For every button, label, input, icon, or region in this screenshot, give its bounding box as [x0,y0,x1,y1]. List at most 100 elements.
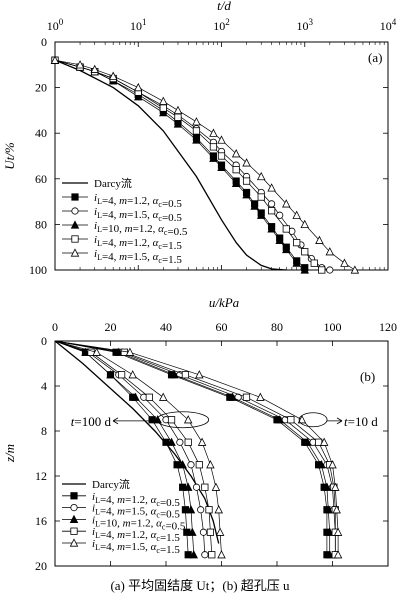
panel-b-data-point [324,505,333,514]
panel-a-data-point [326,266,334,274]
panel-b-data-point [208,551,216,559]
panel-a-data-point [209,128,218,137]
panel-b-data-point [199,528,208,536]
panel-a-data-point [325,247,335,256]
panel-b-data-point [322,482,332,491]
panel-a-y-tick-label: 60 [35,172,47,186]
panel-a-data-point [231,178,241,187]
panel-a-data-point [310,259,318,267]
panel-a-y-tick-label: 20 [35,81,47,95]
panel-b-legend-entry: iL=4, m=1.2, αc=0.5 [92,491,180,509]
panel-b-y-tick-label: 20 [35,559,47,573]
panel-a-data-point [350,265,360,274]
panel-a-y-axis-label: Ut/% [2,142,17,170]
panel-b-data-point [333,550,343,559]
panel-a-data-point [192,117,201,126]
panel-a-legend-entry: Darcy流 [94,176,132,190]
panel-b-data-point [178,460,187,469]
panel-b-y-tick-label: 4 [41,379,47,393]
panel-b-data-point [167,437,176,446]
panel-a-legend-entry: iL=4, m=1.5, αc=1.5 [94,248,182,266]
panel-b-data-point [332,505,341,514]
panel-b-data-point [211,482,221,491]
panel-b-data-point [206,460,215,469]
panel-b-data-point [106,370,115,379]
panel-a-data-point [300,265,310,274]
panel-a-data-point [217,152,226,160]
panel-b-data-point [242,393,251,401]
panel-a-data-point [173,105,183,114]
panel-b-data-point [201,483,209,491]
panel-b-x-tick-label: 120 [379,320,397,334]
panel-a-legend-entry: iL=4, m=1.2, αc=0.5 [94,192,182,210]
panel-a-data-point [133,92,143,101]
panel-b-legend-entry: Darcy流 [92,477,130,491]
panel-b-data-point [319,437,329,446]
panel-b-data-point [128,370,137,379]
panel-a-data-point [267,183,276,192]
panel-b-legend-marker [70,527,78,535]
panel-a-data-point [256,171,266,181]
panel-a-data-point [301,248,309,256]
figure-caption: (a) 平均固结度 Ut；(b) 超孔压 u [110,578,290,594]
panel-b-data-point [325,527,334,536]
panel-a-legend-entry: iL=10, m=1.2, αc=0.5 [94,220,188,238]
panel-b-legend-entry: iL=4, m=1.5, αc=1.5 [92,538,180,556]
panel-a-data-point [159,104,167,112]
panel-a-data-point [267,224,276,233]
panel-b-y-tick-label: 12 [35,469,47,483]
panel-a-data-point [300,219,310,229]
panel-b-x-tick-label: 60 [216,320,228,334]
panel-a-data-point [108,71,118,80]
panel-b-ellipse-10d [298,412,328,428]
panel-b-x-axis-label: u/kPa [209,295,240,310]
panel-a-y-tick-label: 40 [35,126,47,140]
panel-a-data-point [282,225,290,233]
panel-b-data-point [186,505,196,514]
panel-a-data-point [75,60,85,69]
panel-a-y-tick-label: 0 [41,35,47,49]
panel-a-data-point [50,55,60,64]
panel-b-data-point [333,527,343,536]
panel-b-data-point [317,460,326,469]
panel-b-arrow-10d [327,417,343,425]
panel-a-data-point [173,119,183,128]
panel-b-y-axis-label: z/m [2,444,17,463]
panel-a-data-point [192,135,201,144]
panel-b-data-point [297,415,307,424]
panel-b-data-point [215,527,225,536]
panel-b-legend-marker [70,503,78,512]
panel-a-data-point [275,235,284,244]
panel-b-data-point [184,438,192,446]
panel-b-data-point [205,506,213,514]
panel-a-legend-marker [70,248,80,257]
panel-a-data-point [159,96,168,105]
panel-b-data-point [158,392,168,401]
panel-a-data-point [133,82,143,92]
panel-a-data-point [282,199,291,208]
panel-a-x-tick-label: 102 [213,17,230,33]
panel-b-arrow-100d [112,417,157,425]
panel-a-x-tick-label: 101 [130,17,147,33]
panel-a-label: (a) [368,50,382,65]
panel-b-data-point [183,482,193,491]
panel-b-data-point [303,437,312,446]
panel-a-data-point [192,127,201,135]
panel-b-data-point [197,506,205,514]
panel-b-x-tick-label: 20 [105,320,117,334]
panel-b-x-tick-label: 100 [324,320,342,334]
panel-b-data-point [201,551,209,559]
panel-a-legend-marker [71,207,79,215]
panel-a-data-point [242,190,251,199]
panel-b-data-point [92,347,101,356]
panel-b-legend-marker [70,492,78,500]
panel-b-data-point [325,550,334,559]
panel-b-data-point [118,371,126,379]
panel-b-data-point [145,393,153,401]
panel-b-label: (b) [360,369,375,384]
panel-b-data-point [167,416,176,424]
panel-a-data-point [268,200,276,208]
panel-a-data-point [174,113,182,121]
